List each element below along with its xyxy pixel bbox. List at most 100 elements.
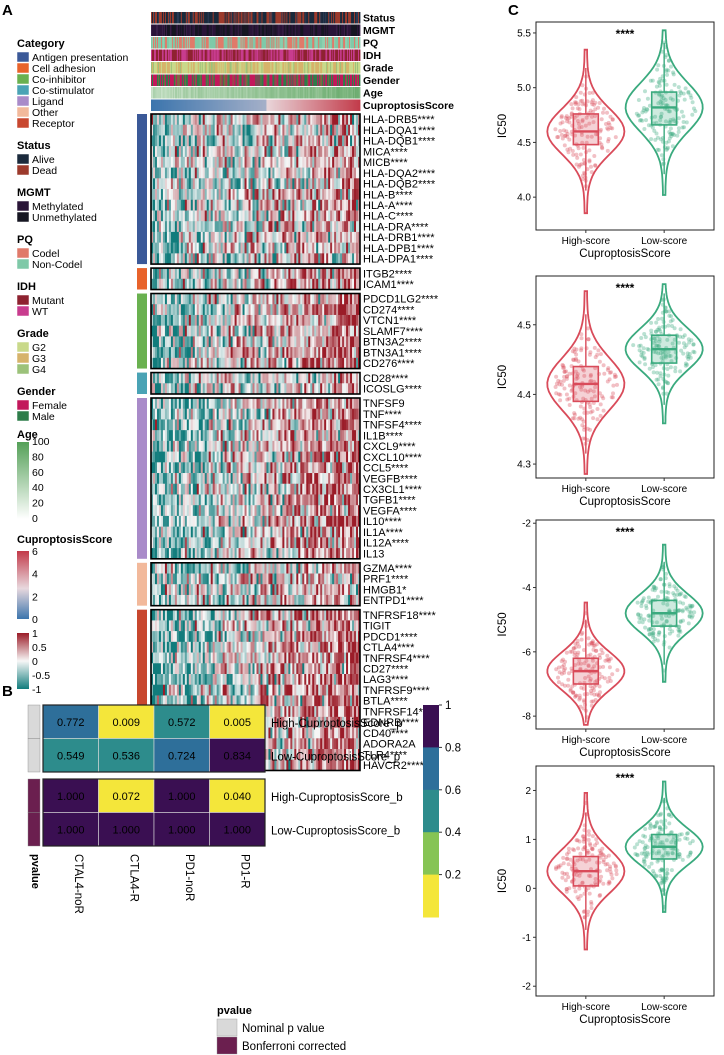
track-cell: [159, 99, 162, 111]
heatmap-cell: [282, 336, 285, 348]
heatmap-cell: [226, 304, 230, 316]
track-cell: [257, 99, 259, 111]
heatmap-cell: [216, 304, 220, 316]
heatmap-cell: [268, 278, 271, 290]
track-cell: [197, 62, 200, 74]
annotation-track-mgmt: [151, 24, 361, 36]
track-cell: [269, 24, 271, 36]
track-cell: [199, 12, 202, 24]
heatmap-cell: [218, 336, 222, 348]
heatmap-cell: [306, 304, 309, 316]
track-cell: [271, 24, 273, 36]
track-cell: [339, 49, 341, 61]
heatmap-cell: [296, 347, 299, 359]
heatmap-cell: [168, 278, 172, 290]
heatmap-cell: [230, 372, 234, 384]
track-cell: [256, 99, 258, 111]
track-cell: [186, 62, 189, 74]
heatmap-cell: [306, 268, 309, 280]
heatmap-cell: [182, 199, 186, 211]
heatmap-cell: [278, 253, 281, 265]
track-cell: [225, 37, 228, 49]
track-cell: [294, 49, 296, 61]
heatmap-cell: [196, 293, 200, 305]
track-cell: [334, 87, 336, 99]
heatmap-cell: [288, 114, 291, 126]
heatmap-cell: [288, 231, 291, 243]
track-cell: [216, 62, 219, 74]
heatmap-cell: [162, 314, 166, 326]
heatmap-cell: [226, 189, 230, 201]
track-cell: [206, 87, 209, 99]
track-cell: [345, 99, 347, 111]
track-cell: [347, 12, 349, 24]
heatmap-cell: [268, 242, 271, 254]
heatmap-cell: [192, 242, 196, 254]
track-cell: [202, 24, 205, 36]
track-cell: [269, 74, 271, 86]
track-cell: [189, 62, 192, 74]
track-cell: [278, 99, 280, 111]
heatmap-cell: [282, 268, 285, 280]
heatmap-cell: [204, 304, 208, 316]
heatmap-cell: [294, 199, 297, 211]
heatmap-cell: [206, 293, 210, 305]
track-cell: [287, 12, 289, 24]
heatmap-cell: [168, 325, 172, 337]
heatmap-cell: [246, 156, 249, 168]
category-bar: [137, 114, 147, 265]
heatmap-cell: [220, 383, 224, 395]
heatmap-cell: [152, 325, 156, 337]
heatmap-cell: [212, 146, 216, 158]
track-cell: [196, 99, 199, 111]
track-cell: [279, 37, 281, 49]
heatmap-cell: [312, 135, 315, 147]
heatmap-cell: [240, 383, 243, 395]
heatmap-cell: [246, 293, 249, 305]
track-cell: [155, 37, 158, 49]
track-cell: [348, 99, 350, 111]
track-cell: [286, 74, 288, 86]
track-cell: [333, 24, 335, 36]
heatmap-cell: [326, 189, 329, 201]
track-cell: [359, 74, 361, 86]
track-cell: [235, 49, 237, 61]
heatmap-cell: [342, 347, 345, 359]
track-cell: [234, 62, 236, 74]
heatmap-cell: [266, 253, 269, 265]
heatmap-cell: [252, 135, 255, 147]
heatmap-cell: [258, 124, 261, 136]
track-cell: [267, 12, 269, 24]
heatmap-cell: [176, 199, 180, 211]
heatmap-cell: [324, 253, 327, 265]
heatmap-cell: [240, 221, 243, 233]
heatmap-cell: [186, 278, 190, 290]
track-cell: [167, 62, 170, 74]
heatmap-cell: [202, 210, 206, 222]
track-cell: [329, 37, 331, 49]
heatmap-cell: [356, 325, 359, 337]
heatmap-cell: [180, 199, 184, 211]
heatmap-cell: [316, 278, 319, 290]
track-cell: [322, 99, 324, 111]
heatmap-cell: [182, 114, 186, 126]
track-cell: [332, 24, 334, 36]
heatmap-cell: [156, 178, 160, 190]
heatmap-cell: [242, 336, 245, 348]
category-bar: [137, 293, 147, 369]
track-cell: [215, 12, 218, 24]
heatmap-cell: [210, 372, 214, 384]
track-cell: [185, 74, 188, 86]
heatmap-cell: [256, 357, 259, 369]
heatmap-cell: [286, 189, 289, 201]
track-cell: [352, 12, 354, 24]
heatmap-cell: [170, 357, 174, 369]
heatmap-block-1: ITGB2****ICAM1****: [137, 267, 414, 291]
track-cell: [257, 62, 259, 74]
track-cell: [232, 99, 235, 111]
track-cell: [337, 37, 339, 49]
track-cell: [320, 74, 322, 86]
heatmap-cell: [190, 347, 194, 359]
track-cell: [186, 12, 189, 24]
track-cell: [267, 62, 269, 74]
